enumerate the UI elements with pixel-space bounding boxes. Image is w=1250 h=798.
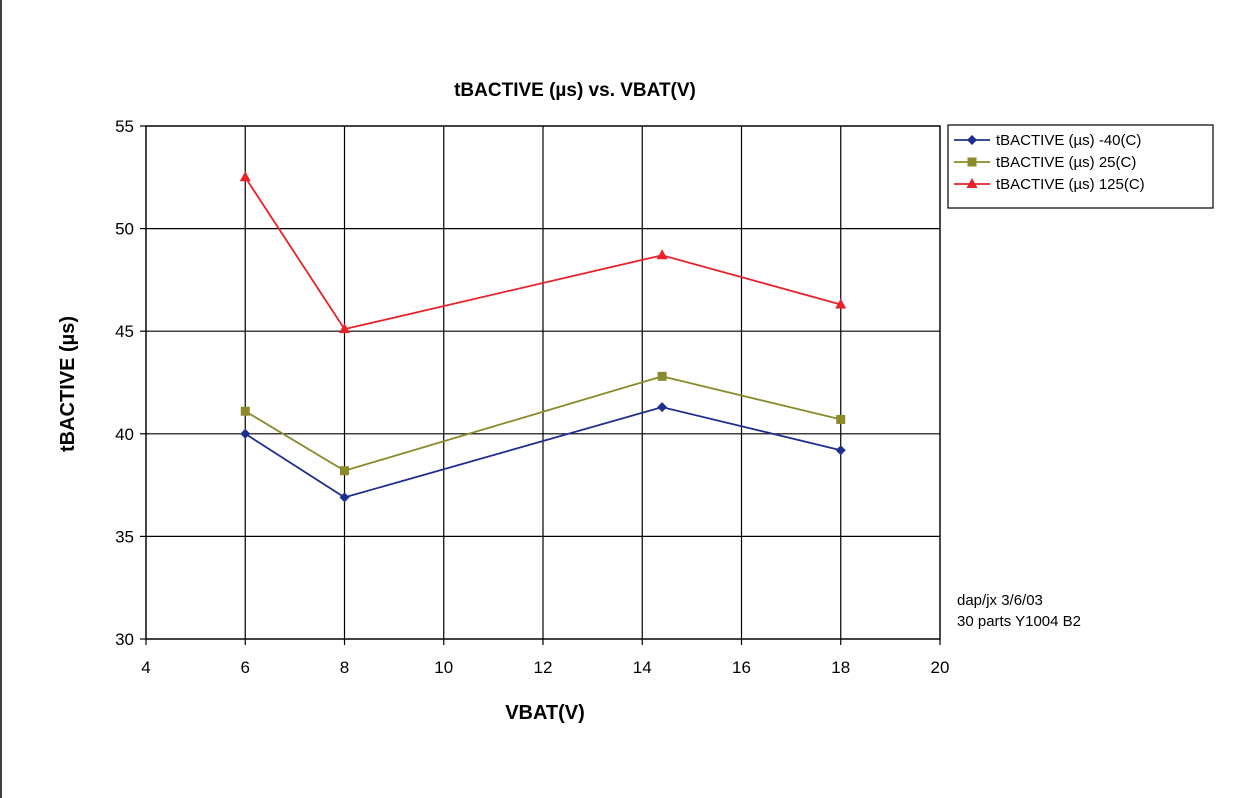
legend-items: tBACTIVE (µs) -40(C) tBACTIVE (µs) 25(C) t… — [954, 132, 1145, 193]
y-tick-label-4: 50 — [115, 220, 134, 239]
data-point-0-1 — [339, 492, 350, 503]
x-tick-label-0: 4 — [141, 658, 150, 677]
data-point-0-3 — [835, 445, 846, 456]
x-tick-label-1: 6 — [241, 658, 250, 677]
series-line-2 — [244, 176, 841, 331]
legend-marker-1 — [967, 157, 977, 167]
x-tick-label-5: 14 — [633, 658, 652, 677]
data-point-2-3 — [835, 298, 847, 309]
y-tick-label-3: 45 — [115, 322, 134, 341]
x-tick-label-7: 18 — [831, 658, 850, 677]
data-point-0-2 — [657, 402, 668, 413]
data-point-2-0 — [239, 171, 251, 182]
legend-item-0: tBACTIVE (µs) -40(C) — [954, 132, 1141, 149]
y-tick-label-2: 40 — [115, 425, 134, 444]
y-axis-ticks: 30 35 40 45 50 55 — [115, 117, 146, 649]
y-tick-label-1: 35 — [115, 527, 134, 546]
y-axis-label: tBACTIVE (µs) — [57, 316, 79, 452]
legend-marker-2 — [966, 178, 978, 188]
series-0 — [240, 402, 846, 503]
y-tick-label-0: 30 — [115, 630, 134, 649]
data-point-1-1 — [340, 466, 349, 476]
data-point-0-0 — [240, 428, 251, 439]
legend-item-2: tBACTIVE (µs) 125(C) — [954, 176, 1145, 193]
x-tick-label-4: 12 — [534, 658, 553, 677]
series-1 — [240, 371, 846, 476]
annotations: dap/jx 3/6/03 30 parts Y1004 B2 — [957, 592, 1081, 630]
data-point-1-0 — [240, 406, 250, 416]
x-tick-label-8: 20 — [931, 658, 950, 677]
legend-label-0: tBACTIVE (µs) -40(C) — [996, 132, 1141, 149]
data-point-1-3 — [836, 414, 846, 424]
series-2 — [239, 171, 847, 334]
x-axis-ticks: 4 6 8 10 12 14 16 18 20 — [141, 639, 949, 677]
legend-item-1: tBACTIVE (µs) 25(C) — [954, 154, 1136, 171]
chart-title: tBACTIVE (µs) vs. VBAT(V) — [454, 80, 696, 101]
x-tick-label-6: 16 — [732, 658, 751, 677]
data-point-1-2 — [657, 371, 667, 381]
x-tick-label-2: 8 — [340, 658, 349, 677]
x-tick-label-3: 10 — [434, 658, 453, 677]
legend-marker-0 — [967, 135, 977, 145]
legend: tBACTIVE (µs) -40(C) tBACTIVE (µs) 25(C) t… — [947, 124, 1214, 209]
series-line-1 — [244, 375, 841, 472]
legend-label-2: tBACTIVE (µs) 125(C) — [996, 176, 1145, 193]
data-point-2-2 — [656, 249, 668, 260]
annotation-line-1: dap/jx 3/6/03 — [957, 592, 1043, 609]
x-axis-label: VBAT(V) — [505, 702, 585, 724]
annotation-line-2: 30 parts Y1004 B2 — [957, 613, 1081, 630]
plot-area: 4 6 8 10 12 14 16 18 20 30 35 40 45 50 55 — [115, 117, 949, 677]
data-point-2-1 — [339, 323, 350, 334]
legend-box — [947, 124, 1214, 209]
series-line-0 — [244, 406, 841, 499]
series-group — [239, 171, 847, 503]
legend-label-1: tBACTIVE (µs) 25(C) — [996, 154, 1136, 171]
y-tick-label-5: 55 — [115, 117, 134, 136]
